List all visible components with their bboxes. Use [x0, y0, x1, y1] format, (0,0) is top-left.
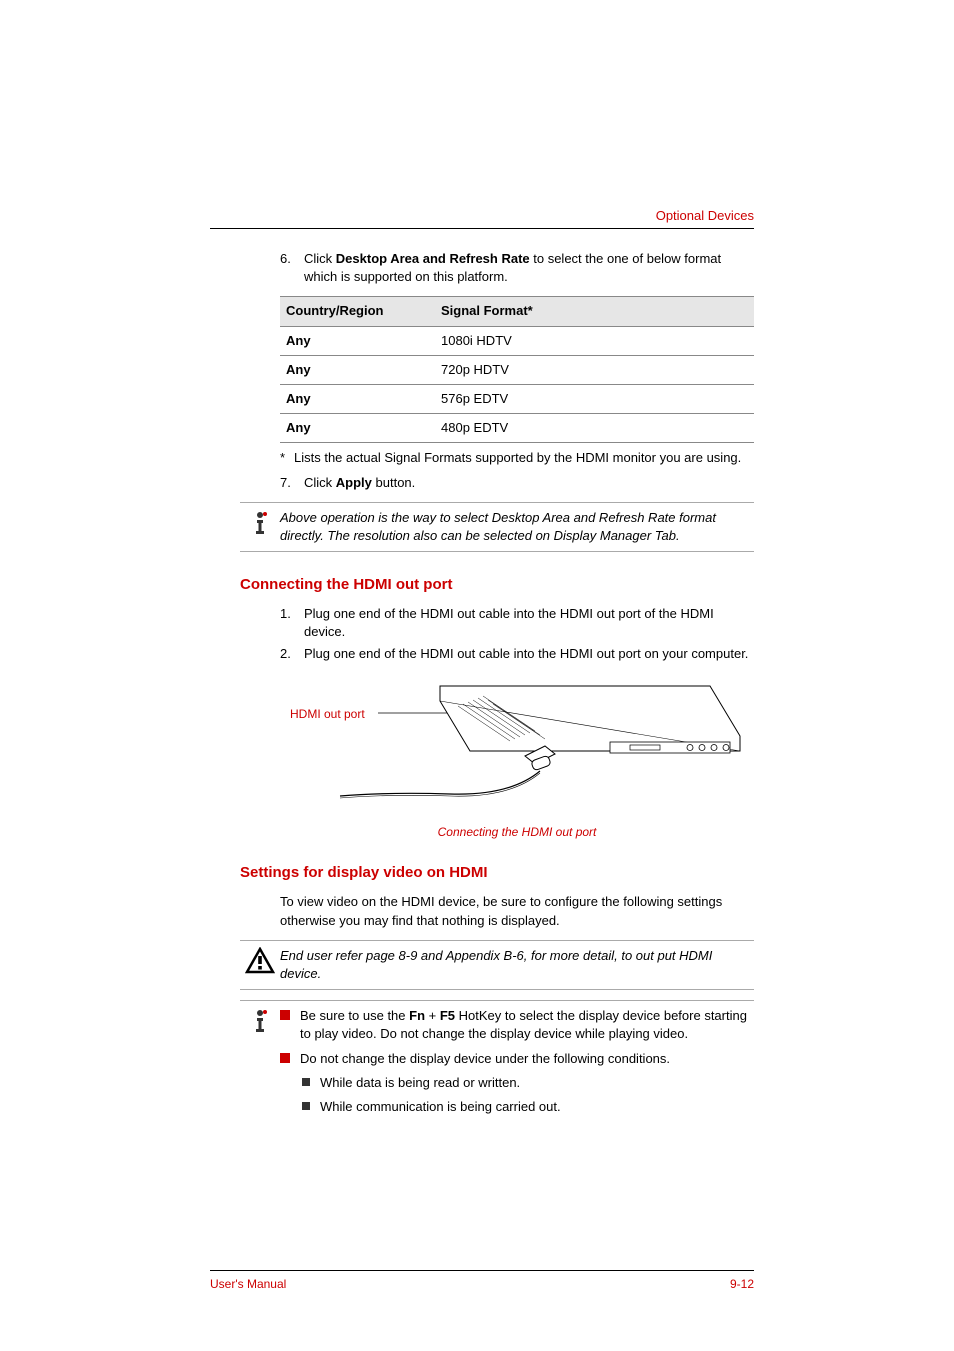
bullet-icon	[280, 1010, 290, 1020]
step-body: Plug one end of the HDMI out cable into …	[304, 605, 754, 641]
warning-note: End user refer page 8-9 and Appendix B-6…	[240, 940, 754, 990]
conn-step-1: 1. Plug one end of the HDMI out cable in…	[280, 605, 754, 641]
conn-step-2: 2. Plug one end of the HDMI out cable in…	[280, 645, 754, 663]
text: +	[425, 1008, 440, 1023]
col-header-country: Country/Region	[286, 302, 441, 320]
cell: 576p EDTV	[441, 390, 754, 408]
bullet-text: Be sure to use the Fn + F5 HotKey to sel…	[300, 1007, 754, 1043]
table-row: Any 720p HDTV	[280, 356, 754, 385]
sub-bullet-text: While communication is being carried out…	[320, 1098, 561, 1116]
step-body: Click Desktop Area and Refresh Rate to s…	[304, 250, 754, 286]
cell: Any	[286, 361, 441, 379]
bullet-icon	[302, 1078, 310, 1086]
hdmi-figure: HDMI out port	[280, 676, 754, 816]
bullet-icon	[280, 1053, 290, 1063]
step-number: 7.	[280, 474, 304, 492]
table-row: Any 576p EDTV	[280, 385, 754, 414]
signal-format-table: Country/Region Signal Format* Any 1080i …	[280, 296, 754, 443]
step-body: Click Apply button.	[304, 474, 754, 492]
page-footer: User's Manual 9-12	[210, 1270, 754, 1291]
content-area: 6. Click Desktop Area and Refresh Rate t…	[210, 250, 754, 1122]
step-7: 7. Click Apply button.	[280, 474, 754, 492]
step-number: 2.	[280, 645, 304, 663]
text-bold: Fn	[409, 1008, 425, 1023]
text: Click	[304, 251, 336, 266]
text-bold: Desktop Area and Refresh Rate	[336, 251, 530, 266]
sub-bullet-text: While data is being read or written.	[320, 1074, 520, 1092]
table-row: Any 1080i HDTV	[280, 327, 754, 356]
step-number: 6.	[280, 250, 304, 286]
info-note-2: Be sure to use the Fn + F5 HotKey to sel…	[240, 1000, 754, 1122]
sub-bullets: While data is being read or written. Whi…	[302, 1074, 754, 1116]
text: button.	[372, 475, 415, 490]
step-number: 1.	[280, 605, 304, 641]
bullet-item: Be sure to use the Fn + F5 HotKey to sel…	[280, 1007, 754, 1043]
page: Optional Devices 6. Click Desktop Area a…	[0, 0, 954, 1351]
heading-settings: Settings for display video on HDMI	[240, 862, 754, 883]
cell: Any	[286, 390, 441, 408]
footnote-text: Lists the actual Signal Formats supporte…	[294, 449, 741, 467]
info-note-1: Above operation is the way to select Des…	[240, 502, 754, 552]
col-header-format: Signal Format*	[441, 302, 754, 320]
cell: 480p EDTV	[441, 419, 754, 437]
sub-bullet-item: While data is being read or written.	[302, 1074, 754, 1092]
info-bullets: Be sure to use the Fn + F5 HotKey to sel…	[280, 1007, 754, 1122]
info-icon	[240, 509, 280, 545]
step-6: 6. Click Desktop Area and Refresh Rate t…	[280, 250, 754, 286]
bullet-icon	[302, 1102, 310, 1110]
heading-connecting: Connecting the HDMI out port	[240, 574, 754, 595]
step-body: Plug one end of the HDMI out cable into …	[304, 645, 754, 663]
header-section-label: Optional Devices	[656, 208, 754, 223]
text: Click	[304, 475, 336, 490]
cell: Any	[286, 419, 441, 437]
info-icon	[240, 1007, 280, 1122]
text-bold: Apply	[336, 475, 372, 490]
table-footnote: * Lists the actual Signal Formats suppor…	[280, 449, 754, 467]
header-rule	[210, 228, 754, 229]
settings-intro: To view video on the HDMI device, be sur…	[280, 893, 754, 929]
warning-icon	[240, 947, 280, 983]
text: Be sure to use the	[300, 1008, 409, 1023]
info-text: Above operation is the way to select Des…	[280, 509, 754, 545]
footer-manual-label: User's Manual	[210, 1277, 286, 1291]
cell: 720p HDTV	[441, 361, 754, 379]
figure-caption: Connecting the HDMI out port	[280, 824, 754, 841]
table-row: Any 480p EDTV	[280, 414, 754, 443]
footer-page-number: 9-12	[730, 1277, 754, 1291]
sub-bullet-item: While communication is being carried out…	[302, 1098, 754, 1116]
footnote-mark: *	[280, 449, 294, 467]
table-header-row: Country/Region Signal Format*	[280, 296, 754, 326]
cell: Any	[286, 332, 441, 350]
bullet-text: Do not change the display device under t…	[300, 1050, 670, 1068]
warning-text: End user refer page 8-9 and Appendix B-6…	[280, 947, 754, 983]
bullet-item: Do not change the display device under t…	[280, 1050, 754, 1068]
text-bold: F5	[440, 1008, 455, 1023]
cell: 1080i HDTV	[441, 332, 754, 350]
